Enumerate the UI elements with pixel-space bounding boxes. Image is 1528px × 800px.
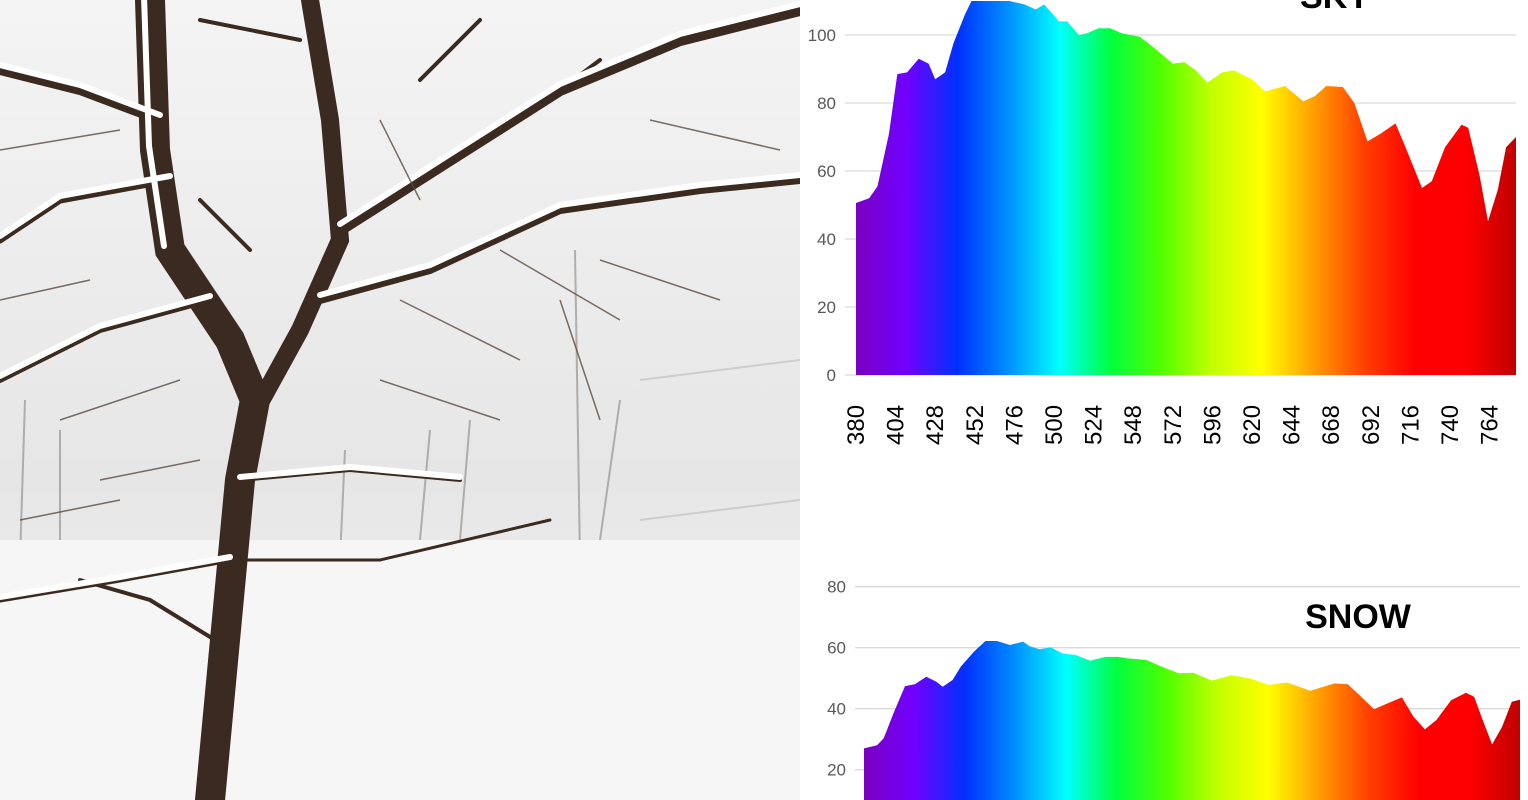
snow-spectrum-area [864, 641, 1520, 800]
y-tick-label: 80 [817, 94, 836, 113]
y-tick-label: 60 [827, 639, 846, 658]
y-tick-label: 20 [827, 761, 846, 780]
x-tick-label: 380 [843, 405, 870, 445]
x-tick-label: 500 [1041, 405, 1068, 445]
y-tick-label: 0 [827, 366, 836, 385]
sky-spectrum-area [856, 1, 1516, 375]
x-tick-label: 668 [1318, 405, 1345, 445]
snowy-tree-photo [0, 0, 800, 800]
y-tick-label: 100 [808, 26, 836, 45]
y-tick-label: 80 [827, 578, 846, 597]
y-tick-label: 60 [817, 162, 836, 181]
x-tick-label: 764 [1477, 405, 1504, 445]
snow-chart: 20 40 60 80 SNOW [827, 578, 1520, 800]
x-tick-label: 524 [1081, 405, 1108, 445]
x-tick-label: 692 [1358, 405, 1385, 445]
x-tick-label: 644 [1279, 405, 1306, 445]
x-tick-label: 428 [922, 405, 949, 445]
x-tick-label: 620 [1239, 405, 1266, 445]
x-tick-label: 548 [1120, 405, 1147, 445]
chart-title: SKY [1300, 0, 1370, 16]
x-tick-label: 404 [883, 405, 910, 445]
y-tick-label: 40 [817, 230, 836, 249]
x-tick-label: 716 [1397, 405, 1424, 445]
x-tick-label: 572 [1160, 405, 1187, 445]
x-tick-label: 452 [962, 405, 989, 445]
sky-chart: 0 20 40 60 80 100 380 404 428 452 476 500 524 548 572 5… [808, 0, 1516, 445]
chart-title: SNOW [1305, 598, 1412, 636]
y-tick-label: 40 [827, 700, 846, 719]
x-tick-label: 740 [1437, 405, 1464, 445]
y-tick-label: 20 [817, 298, 836, 317]
x-tick-label: 596 [1199, 405, 1226, 445]
x-tick-label: 476 [1001, 405, 1028, 445]
